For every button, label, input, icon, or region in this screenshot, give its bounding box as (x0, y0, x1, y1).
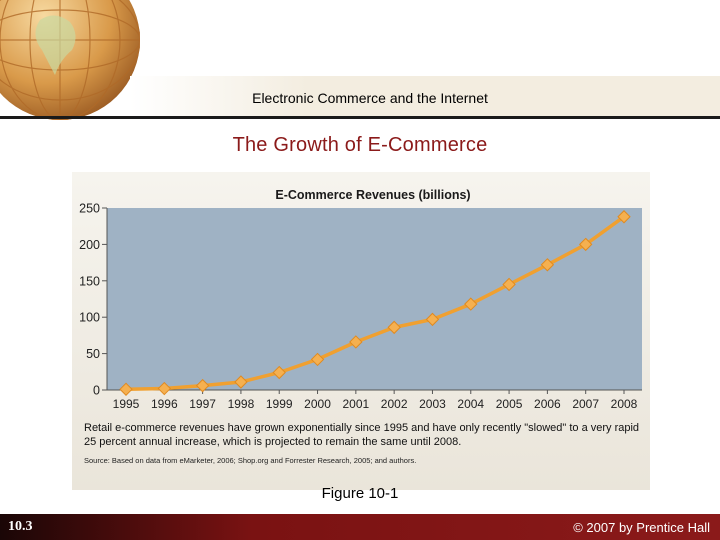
x-tick-label: 2007 (572, 397, 599, 411)
line-chart: E-Commerce Revenues (billions) 0 50 100 150… (79, 188, 642, 411)
data-point (464, 297, 478, 311)
data-point (310, 352, 325, 367)
plot-area (107, 208, 642, 390)
section-number: 10.3 (8, 519, 33, 534)
series-line (125, 215, 626, 392)
data-point (195, 378, 210, 393)
x-tick-label: 2000 (304, 397, 331, 411)
data-point (387, 320, 401, 335)
x-tick-label: 2004 (457, 397, 484, 411)
data-point (234, 375, 248, 389)
y-tick-label: 50 (86, 347, 100, 361)
x-tick-group: 1995 1996 1997 1998 1999 2000 2001 2002 2003 2004… (113, 390, 638, 411)
y-tick-label: 250 (79, 202, 100, 216)
x-tick-label: 1999 (266, 397, 293, 411)
header-title: Electronic Commerce and the Internet (252, 90, 488, 106)
y-tick-group: 0 50 100 150 200 250 (79, 202, 107, 398)
marker-group (119, 210, 631, 396)
globe-logo (0, 0, 140, 120)
y-tick-label: 150 (79, 274, 100, 288)
x-tick-label: 2001 (342, 397, 369, 411)
figure-label: Figure 10-1 (321, 485, 399, 502)
x-tick-label: 2003 (419, 397, 446, 411)
header-band (130, 76, 720, 116)
data-point (425, 312, 440, 327)
header-divider (0, 116, 720, 119)
x-tick-label: 2002 (381, 397, 408, 411)
y-tick-label: 200 (79, 238, 100, 252)
y-tick-label: 100 (79, 311, 100, 325)
x-tick-label: 2006 (534, 397, 561, 411)
x-tick-label: 2008 (611, 397, 638, 411)
data-point (272, 365, 286, 380)
x-tick-label: 1996 (151, 397, 178, 411)
footer-bar: 10.3 © 2007 by Prentice Hall (0, 514, 720, 540)
figure-caption: Retail e-commerce revenues have grown ex… (84, 422, 640, 448)
data-point (617, 210, 631, 224)
x-tick-label: 1997 (189, 397, 216, 411)
data-point (502, 277, 516, 292)
y-tick-label: 0 (93, 384, 100, 398)
x-tick-label: 1995 (113, 397, 140, 411)
data-point (119, 382, 133, 396)
copyright-text: © 2007 by Prentice Hall (573, 520, 710, 535)
data-point (540, 258, 555, 272)
slide-title: The Growth of E-Commerce (232, 134, 488, 156)
x-tick-label: 1998 (228, 397, 255, 411)
x-tick-label: 2005 (496, 397, 523, 411)
data-point (157, 381, 172, 396)
figure-source: Source: Based on data from eMarketer, 20… (84, 456, 417, 465)
chart-title: E-Commerce Revenues (billions) (275, 188, 470, 202)
data-point (349, 335, 363, 349)
data-point (578, 237, 593, 252)
